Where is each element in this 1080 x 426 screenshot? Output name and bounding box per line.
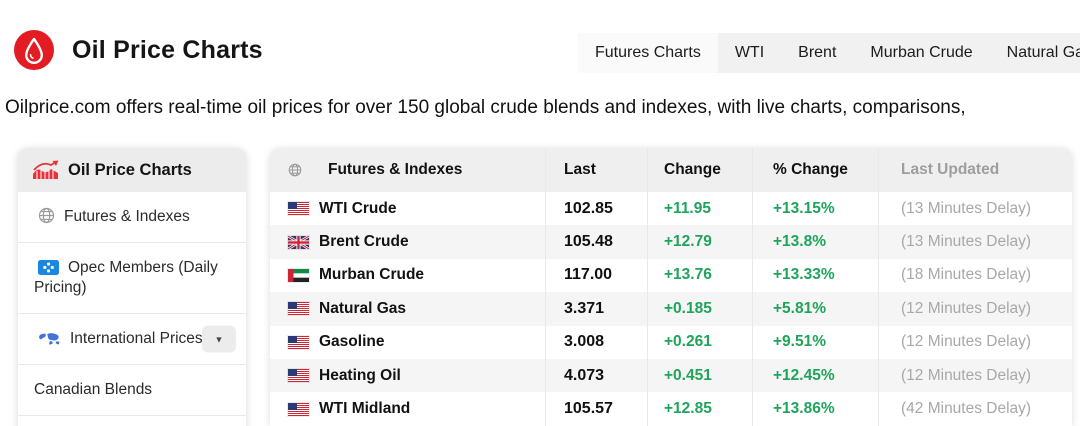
page-title: Oil Price Charts xyxy=(72,36,263,64)
globe-icon xyxy=(288,163,302,177)
sidebar: Oil Price Charts Futures & Indexes xyxy=(18,148,246,426)
last-updated-value: (18 Minutes Delay) xyxy=(878,258,1072,293)
change-value: +0.451 xyxy=(647,358,752,393)
last-updated-value: (12 Minutes Delay) xyxy=(878,325,1072,359)
table-row[interactable]: Gasoline 3.008 +0.261 +9.51% (12 Minutes… xyxy=(270,325,1072,359)
nav-item-wti[interactable]: WTI xyxy=(734,44,765,61)
instrument-name[interactable]: Natural Gas xyxy=(319,299,407,317)
country-flag-icon xyxy=(288,268,309,282)
sidebar-item-label: Futures & Indexes xyxy=(64,208,190,225)
last-value: 4.073 xyxy=(545,358,647,393)
futures-table-body: WTI Crude 102.85 +11.95 +13.15% (13 Minu… xyxy=(270,192,1072,426)
last-value: 105.48 xyxy=(545,225,647,259)
country-flag-icon xyxy=(288,402,309,416)
sidebar-item-canadian-blends[interactable]: Canadian Blends xyxy=(18,365,246,416)
change-value: +12.85 xyxy=(647,392,752,426)
last-value: 3.008 xyxy=(545,325,647,359)
sidebar-header: Oil Price Charts xyxy=(18,148,246,192)
table-row[interactable]: Heating Oil 4.073 +0.451 +12.45% (12 Min… xyxy=(270,358,1072,393)
pct-change-value: +12.45% xyxy=(752,358,878,393)
sidebar-item-label: Opec Members (Daily Pricing) xyxy=(34,259,218,296)
change-value: +12.79 xyxy=(647,225,752,259)
world-map-icon xyxy=(38,332,61,346)
pct-change-value: +13.15% xyxy=(752,192,878,226)
nav-item-natural-gas[interactable]: Natural Gas xyxy=(1006,44,1080,61)
instrument-name[interactable]: Gasoline xyxy=(319,333,385,351)
change-value: +13.76 xyxy=(647,258,752,293)
table-header-row: Futures & Indexes Last Change % Change L… xyxy=(270,148,1072,192)
instrument-name[interactable]: WTI Crude xyxy=(319,199,397,217)
globe-icon xyxy=(38,207,55,224)
opec-icon xyxy=(38,260,59,275)
change-value: +0.185 xyxy=(647,292,752,326)
last-updated-value: (12 Minutes Delay) xyxy=(878,358,1072,393)
pct-change-value: +13.86% xyxy=(752,392,878,426)
country-flag-icon xyxy=(288,369,309,383)
sidebar-item-futures-indexes[interactable]: Futures & Indexes xyxy=(18,192,246,243)
last-value: 105.57 xyxy=(545,392,647,426)
sidebar-item-label: International Prices xyxy=(70,330,203,347)
table-row[interactable]: Brent Crude 105.48 +12.79 +13.8% (13 Min… xyxy=(270,225,1072,259)
futures-table: Futures & Indexes Last Change % Change L… xyxy=(270,148,1072,426)
pct-change-value: +9.51% xyxy=(752,325,878,359)
last-value: 3.371 xyxy=(545,292,647,326)
chart-growth-icon xyxy=(32,160,59,180)
nav-item-futures-charts[interactable]: Futures Charts xyxy=(578,33,718,73)
instrument-name[interactable]: WTI Midland xyxy=(319,400,411,418)
last-value: 117.00 xyxy=(545,258,647,293)
pct-change-value: +5.81% xyxy=(752,292,878,326)
change-value: +11.95 xyxy=(647,192,752,226)
oil-drop-icon xyxy=(14,30,54,74)
sidebar-item-opec-members[interactable]: Opec Members (Daily Pricing) xyxy=(18,243,246,314)
instrument-name[interactable]: Murban Crude xyxy=(319,266,425,284)
change-value: +0.261 xyxy=(647,325,752,359)
table-row[interactable]: Natural Gas 3.371 +0.185 +5.81% (12 Minu… xyxy=(270,292,1072,326)
last-updated-value: (12 Minutes Delay) xyxy=(878,292,1072,326)
site-tagline: Oilprice.com offers real-time oil prices… xyxy=(5,97,966,118)
last-updated-value: (13 Minutes Delay) xyxy=(878,225,1072,259)
international-prices-dropdown-button[interactable]: ▼ xyxy=(202,325,236,353)
country-flag-icon xyxy=(288,302,309,316)
column-header-name[interactable]: Futures & Indexes xyxy=(328,161,463,178)
sidebar-title: Oil Price Charts xyxy=(68,160,192,179)
table-row[interactable]: WTI Midland 105.57 +12.85 +13.86% (42 Mi… xyxy=(270,392,1072,426)
sidebar-item-international-prices[interactable]: International Prices ▼ xyxy=(18,314,246,365)
column-header-last-updated: Last Updated xyxy=(878,148,1072,192)
instrument-name[interactable]: Heating Oil xyxy=(319,366,401,384)
last-updated-value: (42 Minutes Delay) xyxy=(878,392,1072,426)
last-value: 102.85 xyxy=(545,192,647,226)
pct-change-value: +13.8% xyxy=(752,225,878,259)
column-header-last[interactable]: Last xyxy=(545,148,647,192)
country-flag-icon xyxy=(288,335,309,349)
top-navigation: Futures Charts WTI Brent Murban Crude Na… xyxy=(578,33,1080,73)
table-row[interactable]: Murban Crude 117.00 +13.76 +13.33% (18 M… xyxy=(270,258,1072,293)
instrument-name[interactable]: Brent Crude xyxy=(319,233,409,251)
country-flag-icon xyxy=(288,202,309,216)
table-row[interactable]: WTI Crude 102.85 +11.95 +13.15% (13 Minu… xyxy=(270,192,1072,226)
sidebar-item-label: Canadian Blends xyxy=(34,381,153,398)
column-header-change[interactable]: Change xyxy=(647,148,752,192)
country-flag-icon xyxy=(288,235,309,249)
pct-change-value: +13.33% xyxy=(752,258,878,293)
oilprice-logo[interactable] xyxy=(14,30,54,70)
nav-item-murban-crude[interactable]: Murban Crude xyxy=(870,44,973,61)
last-updated-value: (13 Minutes Delay) xyxy=(878,192,1072,226)
nav-item-brent[interactable]: Brent xyxy=(798,44,837,61)
column-header-pct-change[interactable]: % Change xyxy=(752,148,878,192)
sidebar-item-partial[interactable]: ▼ xyxy=(18,416,246,426)
